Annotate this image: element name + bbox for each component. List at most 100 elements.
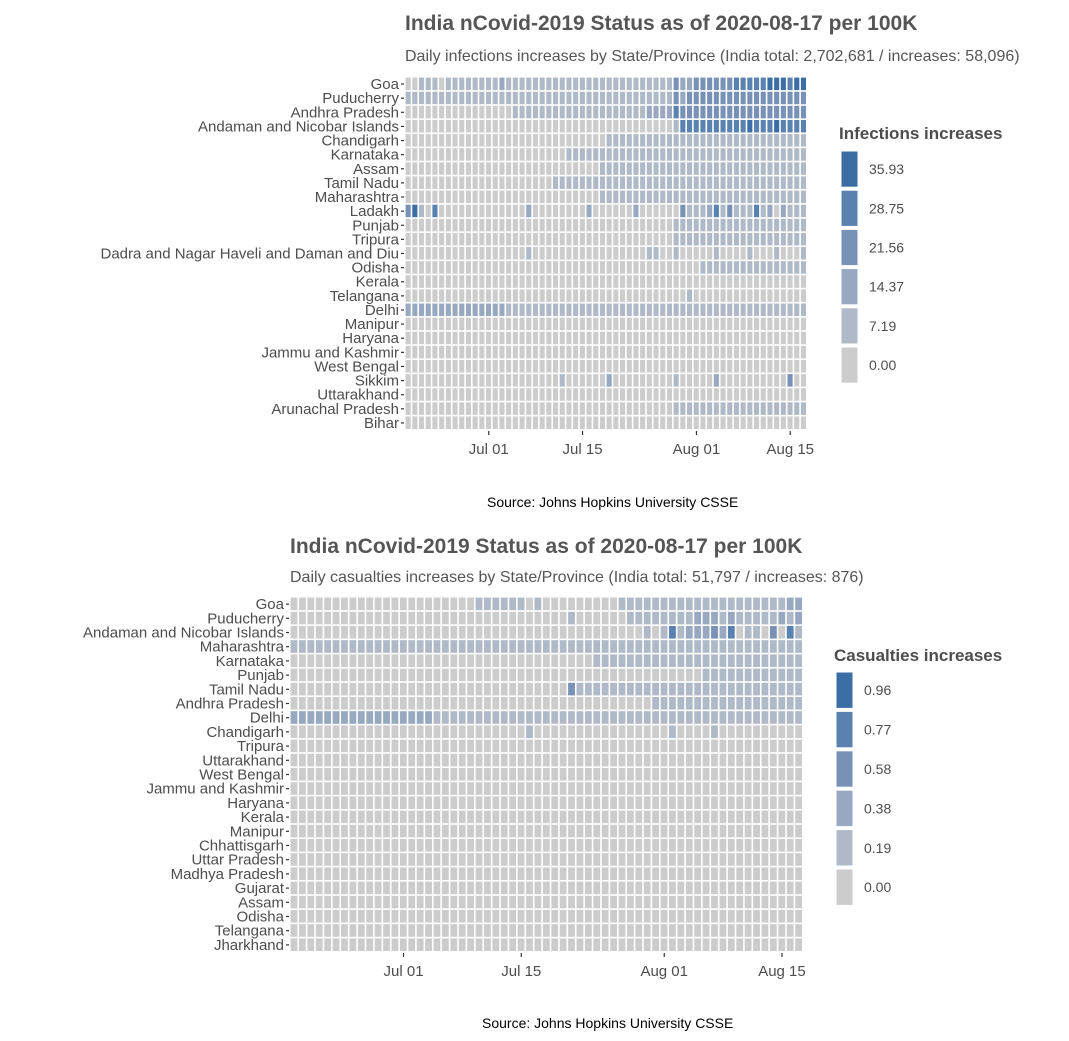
heatmap-cell bbox=[660, 247, 666, 260]
heatmap-cell bbox=[315, 611, 323, 625]
heatmap-cell bbox=[290, 753, 298, 767]
heatmap-cell bbox=[559, 275, 565, 288]
heatmap-cell bbox=[707, 190, 713, 204]
heatmap-cell bbox=[374, 910, 382, 923]
heatmap-cell bbox=[290, 810, 298, 824]
heatmap-cell bbox=[391, 881, 399, 895]
heatmap-cell bbox=[586, 261, 592, 274]
heatmap-cell bbox=[601, 682, 609, 696]
heatmap-cell bbox=[646, 289, 652, 302]
heatmap-cell bbox=[593, 176, 599, 189]
heatmap-cell bbox=[324, 924, 332, 937]
heatmap-cell bbox=[467, 668, 475, 682]
heatmap-cell bbox=[559, 910, 567, 923]
heatmap-cell bbox=[719, 895, 727, 909]
heatmap-cell bbox=[599, 275, 605, 288]
heatmap-cell bbox=[747, 360, 753, 373]
heatmap-cell bbox=[452, 218, 458, 232]
heatmap-cell bbox=[610, 853, 617, 866]
heatmap-cell bbox=[753, 910, 760, 923]
heatmap-cell bbox=[620, 275, 626, 288]
heatmap-cell bbox=[416, 782, 424, 795]
heatmap-cell bbox=[425, 360, 431, 373]
y-tick-label: Uttar Pradesh bbox=[191, 852, 284, 869]
heatmap-cell bbox=[747, 331, 753, 345]
heatmap-cell bbox=[736, 895, 744, 909]
heatmap-cell bbox=[576, 810, 584, 824]
heatmap-cell bbox=[693, 232, 699, 246]
heatmap-cell bbox=[584, 782, 592, 795]
heatmap-cell bbox=[479, 134, 485, 147]
heatmap-cell bbox=[707, 176, 713, 189]
heatmap-cell bbox=[711, 597, 718, 611]
heatmap-cell bbox=[673, 289, 679, 302]
heatmap-cell bbox=[399, 711, 407, 724]
heatmap-cell bbox=[795, 739, 802, 753]
heatmap-cell bbox=[534, 839, 542, 852]
heatmap-cell bbox=[744, 711, 752, 724]
heatmap-cell bbox=[506, 204, 512, 218]
heatmap-cell bbox=[432, 232, 438, 246]
heatmap-cell bbox=[425, 626, 432, 639]
heatmap-cell bbox=[719, 725, 727, 738]
heatmap-cell bbox=[546, 388, 552, 401]
heatmap-cell bbox=[459, 345, 465, 359]
heatmap-cell bbox=[416, 938, 424, 951]
y-tick-label: Andaman and Nicobar Islands bbox=[83, 625, 284, 642]
heatmap-cell bbox=[324, 910, 332, 923]
heatmap-cell bbox=[307, 796, 315, 809]
heatmap-cell bbox=[551, 867, 559, 880]
heatmap-cell bbox=[492, 119, 498, 133]
heatmap-cell bbox=[702, 640, 710, 653]
heatmap-cell bbox=[618, 697, 626, 710]
heatmap-cell bbox=[711, 725, 718, 738]
heatmap-cell bbox=[713, 247, 719, 260]
y-tick-label: Uttarakhand bbox=[202, 752, 284, 769]
heatmap-cell bbox=[419, 331, 425, 345]
heatmap-cell bbox=[542, 782, 550, 795]
heatmap-cell bbox=[315, 640, 323, 653]
heatmap-cell bbox=[702, 853, 710, 866]
heatmap-cell bbox=[653, 261, 659, 274]
heatmap-cell bbox=[660, 853, 668, 866]
heatmap-cell bbox=[307, 682, 315, 696]
heatmap-cell bbox=[680, 77, 686, 91]
heatmap-cell bbox=[391, 768, 399, 781]
heatmap-cell bbox=[425, 317, 431, 331]
heatmap-cell bbox=[500, 910, 508, 923]
heatmap-cell bbox=[472, 289, 478, 302]
heatmap-cell bbox=[601, 895, 609, 909]
heatmap-cell bbox=[475, 668, 483, 682]
heatmap-cell bbox=[542, 725, 550, 738]
heatmap-cell bbox=[568, 938, 575, 951]
heatmap-cell bbox=[677, 597, 685, 611]
heatmap-cell bbox=[767, 105, 773, 119]
y-tick-label: Goa bbox=[371, 76, 400, 93]
heatmap-cell bbox=[576, 910, 584, 923]
heatmap-cell bbox=[694, 711, 702, 724]
heatmap-cell bbox=[467, 810, 475, 824]
heatmap-cell bbox=[526, 682, 533, 696]
heatmap-cell bbox=[626, 303, 632, 317]
heatmap-cell bbox=[299, 910, 306, 923]
heatmap-cell bbox=[599, 134, 605, 147]
heatmap-cell bbox=[307, 597, 315, 611]
heatmap-cell bbox=[526, 668, 533, 682]
heatmap-cell bbox=[778, 626, 786, 639]
heatmap-cell bbox=[433, 796, 441, 809]
chart-title: India nCovid-2019 Status as of 2020-08-1… bbox=[405, 12, 918, 35]
heatmap-cell bbox=[349, 711, 357, 724]
heatmap-cell bbox=[576, 640, 584, 653]
chart-subtitle: Daily casualties increases by State/Prov… bbox=[290, 569, 864, 586]
heatmap-cell bbox=[613, 148, 619, 161]
heatmap-cell bbox=[519, 374, 525, 387]
heatmap-cell bbox=[324, 597, 332, 611]
heatmap-cell bbox=[475, 654, 483, 667]
heatmap-cell bbox=[299, 938, 306, 951]
heatmap-cell bbox=[499, 388, 505, 401]
heatmap-cell bbox=[559, 388, 565, 401]
heatmap-cell bbox=[445, 331, 451, 345]
heatmap-cell bbox=[677, 839, 685, 852]
heatmap-cell bbox=[559, 938, 567, 951]
heatmap-cell bbox=[795, 626, 802, 639]
